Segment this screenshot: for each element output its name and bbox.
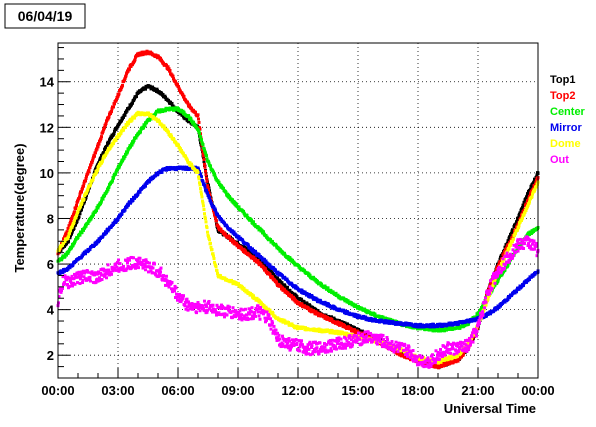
data-point (215, 219, 218, 222)
data-point (205, 173, 208, 176)
data-point (197, 113, 200, 116)
data-point (518, 224, 521, 227)
data-point (202, 202, 205, 205)
data-point (198, 121, 201, 124)
data-point (118, 92, 121, 95)
data-point (135, 95, 138, 98)
y-axis-label: Temperature(degree) (12, 143, 27, 272)
data-point (508, 247, 511, 250)
data-point (112, 177, 115, 180)
data-point (82, 185, 85, 188)
data-point (115, 139, 118, 142)
data-point (199, 187, 202, 190)
data-point (204, 217, 207, 220)
data-point (134, 58, 137, 61)
data-point (206, 226, 209, 229)
data-point (88, 170, 91, 173)
data-point (112, 105, 115, 108)
data-point (206, 180, 209, 183)
data-point (95, 209, 98, 212)
data-point (205, 154, 208, 157)
data-point (204, 166, 207, 169)
data-point (68, 285, 71, 288)
data-point (208, 238, 211, 241)
data-point (531, 195, 534, 198)
data-point (199, 183, 202, 186)
data-point (211, 248, 214, 251)
chart-title: 06/04/19 (18, 8, 73, 24)
data-point (169, 69, 172, 72)
data-point (209, 165, 212, 168)
data-point (198, 132, 201, 135)
data-point (216, 269, 219, 272)
data-point (528, 200, 531, 203)
data-point (67, 235, 70, 238)
x-axis-label: Universal Time (444, 401, 536, 416)
data-point (208, 196, 211, 199)
data-point (202, 204, 205, 207)
data-point (75, 204, 78, 207)
data-point (108, 115, 111, 118)
data-point (128, 68, 131, 71)
data-point (203, 208, 206, 211)
data-point (61, 287, 64, 290)
data-point (199, 135, 202, 138)
data-point (121, 84, 124, 87)
data-point (110, 110, 113, 113)
data-point (204, 170, 207, 173)
data-point (124, 114, 127, 117)
data-point (124, 209, 127, 212)
data-point (197, 171, 200, 174)
data-point (100, 135, 103, 138)
data-point (80, 191, 83, 194)
data-point (205, 177, 208, 180)
data-point (202, 143, 205, 146)
data-point (183, 95, 186, 98)
data-point (89, 276, 92, 279)
data-point (167, 130, 170, 133)
data-point (93, 155, 96, 158)
data-point (83, 198, 86, 201)
data-point (203, 158, 206, 161)
data-point (112, 142, 115, 145)
data-point (197, 118, 200, 121)
data-point (286, 286, 289, 289)
data-point (200, 193, 203, 196)
data-point (198, 177, 201, 180)
data-point (121, 212, 124, 215)
data-point (89, 280, 92, 283)
data-point (205, 220, 208, 223)
data-point (213, 257, 216, 260)
data-point (203, 163, 206, 166)
data-point (200, 138, 203, 141)
data-point (98, 143, 101, 146)
data-point (204, 186, 207, 189)
data-point (209, 242, 212, 245)
data-point (78, 196, 81, 199)
data-point (201, 196, 204, 199)
data-point (203, 212, 206, 215)
data-point (252, 220, 255, 223)
data-point (215, 265, 218, 268)
data-point (87, 271, 90, 274)
data-point (206, 231, 209, 234)
data-point (512, 238, 515, 241)
data-point (144, 185, 147, 188)
data-point (102, 198, 105, 201)
